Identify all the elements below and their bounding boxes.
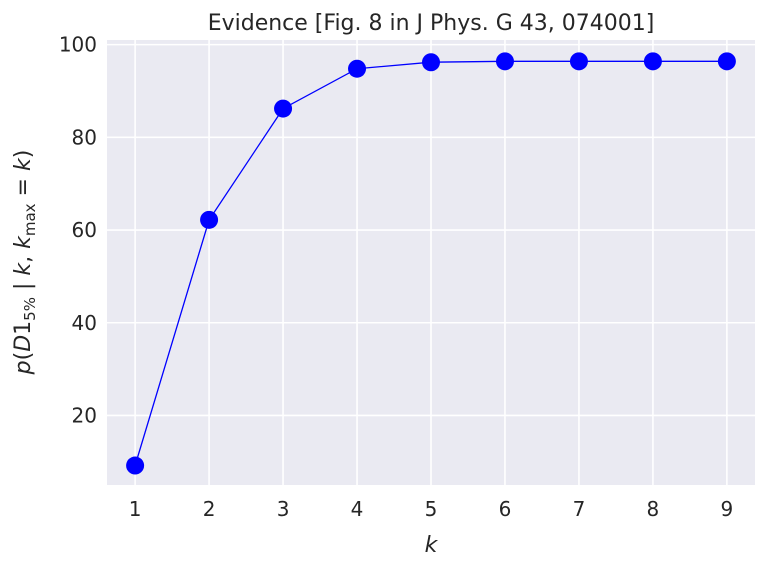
y-tick-label: 20: [72, 403, 97, 427]
y-label-k3: k: [11, 157, 36, 171]
data-point: [200, 210, 219, 229]
y-tick-label: 100: [59, 33, 97, 57]
y-label-p: p: [11, 360, 36, 375]
x-axis-label-k: k: [425, 533, 439, 558]
y-label-one: 1: [11, 321, 36, 335]
y-label-eq: =: [11, 171, 36, 203]
y-label-sub: 5%: [21, 297, 39, 321]
x-tick-label: 6: [499, 497, 512, 521]
y-label-comma: ,: [11, 249, 36, 263]
data-point: [422, 53, 440, 72]
y-label-sub2: max: [21, 203, 39, 236]
y-label-open: (: [11, 352, 36, 361]
tick-labels: 1 2 3 4 5 6 7 8 9 20 40 60 80 100: [59, 33, 733, 521]
y-label-d: D: [11, 335, 36, 352]
y-label-bar: |: [11, 276, 36, 297]
x-tick-label: 1: [129, 497, 142, 521]
x-axis-label: k: [425, 533, 439, 558]
y-tick-label: 80: [72, 125, 97, 149]
x-tick-label: 8: [647, 497, 660, 521]
series-line: [126, 52, 736, 475]
y-label-k2: k: [11, 235, 36, 249]
data-point: [274, 99, 293, 118]
x-tick-label: 4: [351, 497, 364, 521]
x-tick-label: 3: [277, 497, 290, 521]
y-label-close: ): [11, 150, 36, 159]
data-point: [569, 52, 588, 71]
x-tick-label: 5: [425, 497, 438, 521]
chart-title: Evidence [Fig. 8 in J Phys. G 43, 074001…: [208, 11, 655, 36]
x-tick-label: 7: [573, 497, 586, 521]
x-tick-label: 9: [721, 497, 734, 521]
data-point: [643, 52, 662, 71]
y-axis-label: p(D15% | k, kmax = k): [11, 150, 39, 376]
data-point: [717, 52, 736, 71]
data-point: [495, 52, 514, 71]
y-tick-label: 40: [72, 311, 97, 335]
x-tick-label: 2: [203, 497, 216, 521]
y-tick-label: 60: [72, 218, 97, 242]
y-label-k1: k: [11, 262, 36, 276]
data-point: [348, 59, 367, 78]
data-point: [126, 456, 145, 475]
